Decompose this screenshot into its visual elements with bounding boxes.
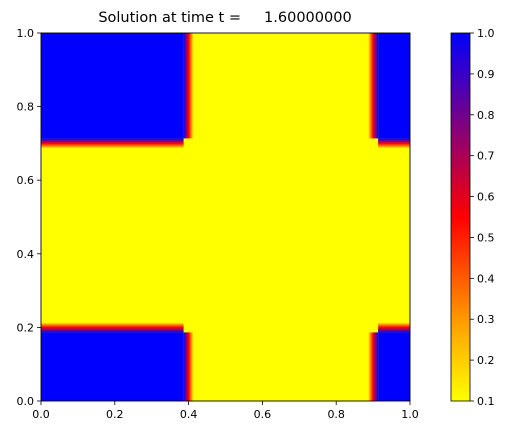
- heatmap-edge-right: [183, 332, 194, 401]
- colorbar-tick-label: 0.2: [477, 354, 495, 367]
- x-tick-label: 0.0: [32, 408, 50, 421]
- colorbar-tick-label: 0.7: [477, 150, 495, 163]
- y-tick-label: 0.4: [17, 248, 35, 261]
- y-tick-label: 0.8: [17, 101, 35, 114]
- heatmap-cell-core: [41, 33, 184, 139]
- x-tick-label: 0.2: [106, 408, 124, 421]
- heatmap-edge-bottom: [378, 138, 410, 149]
- colorbar-tick-label: 1.0: [477, 27, 495, 40]
- x-tick-label: 0.8: [327, 408, 345, 421]
- x-axis: 0.0 0.2 0.4 0.6 0.8 1.0: [32, 401, 419, 421]
- colorbar-tick-label: 0.1: [477, 395, 495, 408]
- heatmap-edge-top: [378, 322, 410, 333]
- colorbar-tick-label: 0.6: [477, 191, 495, 204]
- heatmap-edge-left: [368, 33, 379, 139]
- y-tick-label: 0.6: [17, 174, 35, 187]
- colorbar-tick-label: 0.9: [477, 68, 495, 81]
- heatmap-edge-right: [183, 33, 194, 139]
- heatmap-cell-core: [378, 332, 410, 401]
- y-tick-label: 1.0: [17, 27, 35, 40]
- heatmap-region-1: [41, 33, 194, 149]
- plot-frame: [40, 32, 411, 402]
- heatmap-region-4: [368, 322, 410, 401]
- colorbar-tick-label: 0.3: [477, 313, 495, 326]
- y-tick-label: 0.0: [17, 395, 35, 408]
- colorbar-tick-label: 0.5: [477, 231, 495, 244]
- heatmap-cell-core: [378, 33, 410, 139]
- heatmap-region-3: [41, 322, 194, 401]
- chart-title: Solution at time t = 1.60000000: [98, 10, 351, 26]
- x-tick-label: 0.4: [180, 408, 198, 421]
- colorbar: 0.1 0.2 0.3 0.4 0.5 0.6 0.7 0.8 0.9 1.0: [450, 27, 495, 408]
- colorbar-tick-label: 0.8: [477, 109, 495, 122]
- heatmap-edge-top: [41, 322, 184, 333]
- colorbar-tick-label: 0.4: [477, 272, 495, 285]
- heatmap-edge-left: [368, 332, 379, 401]
- x-tick-label: 0.6: [254, 408, 272, 421]
- heatmap-edge-bottom: [41, 138, 184, 149]
- heatmap-cell-core: [41, 332, 184, 401]
- plot-area: [40, 32, 411, 402]
- x-tick-label: 1.0: [401, 408, 419, 421]
- colorbar-gradient: [450, 32, 471, 402]
- y-axis: 0.0 0.2 0.4 0.6 0.8 1.0: [17, 27, 41, 408]
- heatmap-region-2: [368, 33, 410, 149]
- y-tick-label: 0.2: [17, 321, 35, 334]
